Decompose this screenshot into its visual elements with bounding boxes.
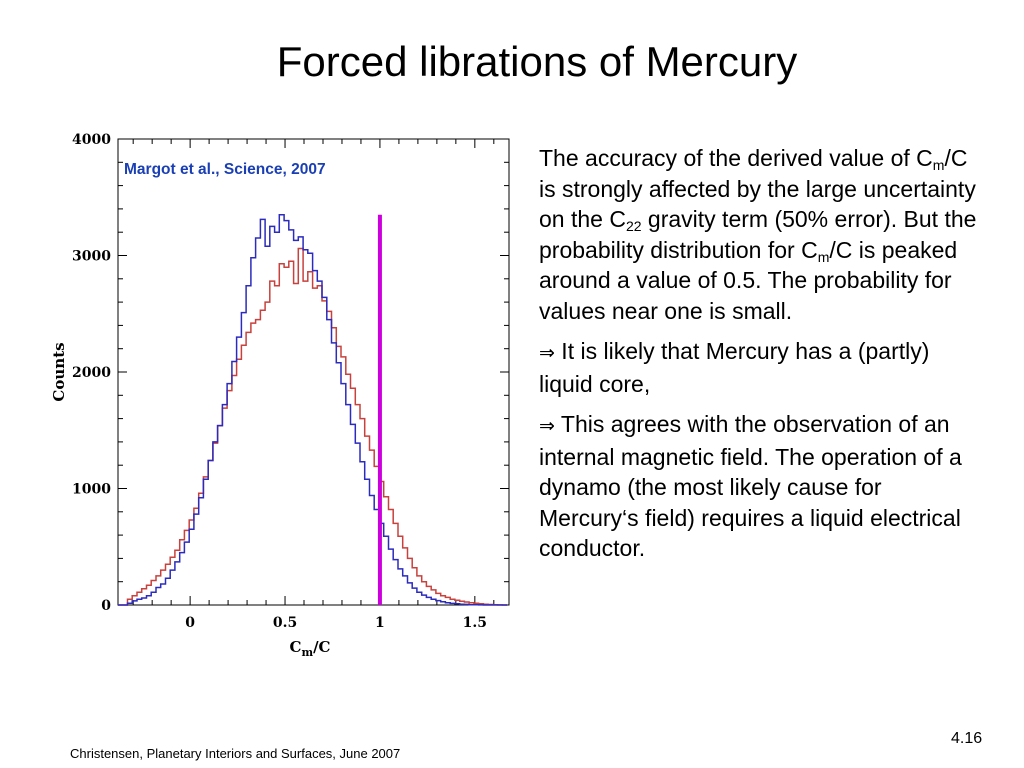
para1-sub-m2: m [817,248,830,265]
y-tick-labels: 0 1000 2000 3000 4000 [72,132,111,614]
x-axis-label-sub: m [301,646,313,659]
paragraph-magnetic-field: ⇒ This agrees with the observation of an… [539,409,979,564]
x-tick-label: 1.5 [463,615,487,631]
x-axis-label-tail: /C [313,638,330,656]
para1-sub-m: m [932,157,945,173]
implies-arrow-icon: ⇒ [539,342,555,364]
x-axis-label: Cm/C [289,638,330,659]
y-tick-label: 0 [101,598,111,614]
slide-title: Forced librations of Mercury [276,38,798,85]
y-axis-label: Counts [50,342,68,401]
histogram-series [118,213,508,606]
para1-part-a: The accuracy of the derived value of C [539,145,933,171]
para3-text: This agrees with the observation of an i… [539,411,962,561]
para1-part-b: /C is strongly affected by the large unc… [539,145,976,232]
x-tick-label: 0.5 [273,615,297,631]
slide-number: 4.16 [951,730,983,747]
x-tick-label: 0 [185,615,195,631]
y-tick-label: 2000 [72,365,111,381]
y-tick-label: 4000 [72,132,111,148]
plot-frame [117,138,510,606]
paragraph-accuracy: The accuracy of the derived value of Cm/… [539,143,979,326]
histogram-red-series [118,247,508,606]
histogram-chart: 0 1000 2000 3000 4000 0 0.5 1 1.5 Margot et al.… [40,122,530,667]
description-text: The accuracy of the derived value of Cm/… [539,143,979,574]
histogram-svg: 0 1000 2000 3000 4000 0 0.5 1 1.5 Margot et al.… [50,132,510,659]
implies-arrow-icon: ⇒ [539,415,555,437]
paragraph-liquid-core: ⇒ It is likely that Mercury has a (partl… [539,336,979,399]
x-tick-label: 1 [375,615,385,631]
footer-credit: Christensen, Planetary Interiors and Sur… [70,746,401,761]
para1-sub-22: 22 [625,218,642,234]
y-tick-label: 3000 [72,249,111,265]
tick-marks [118,138,509,606]
histogram-blue-series [118,213,508,606]
x-tick-labels: 0 0.5 1 1.5 [185,615,487,631]
x-axis-label-main: C [289,638,301,656]
y-tick-label: 1000 [72,482,111,498]
para1-part-d: /C is peaked around a value of 0.5. The … [539,236,958,324]
para2-text: It is likely that Mercury has a (partly)… [539,338,930,397]
para1-part-c: gravity term (50% error). But the probab… [539,206,977,263]
citation-label: Margot et al., Science, 2007 [124,161,326,178]
